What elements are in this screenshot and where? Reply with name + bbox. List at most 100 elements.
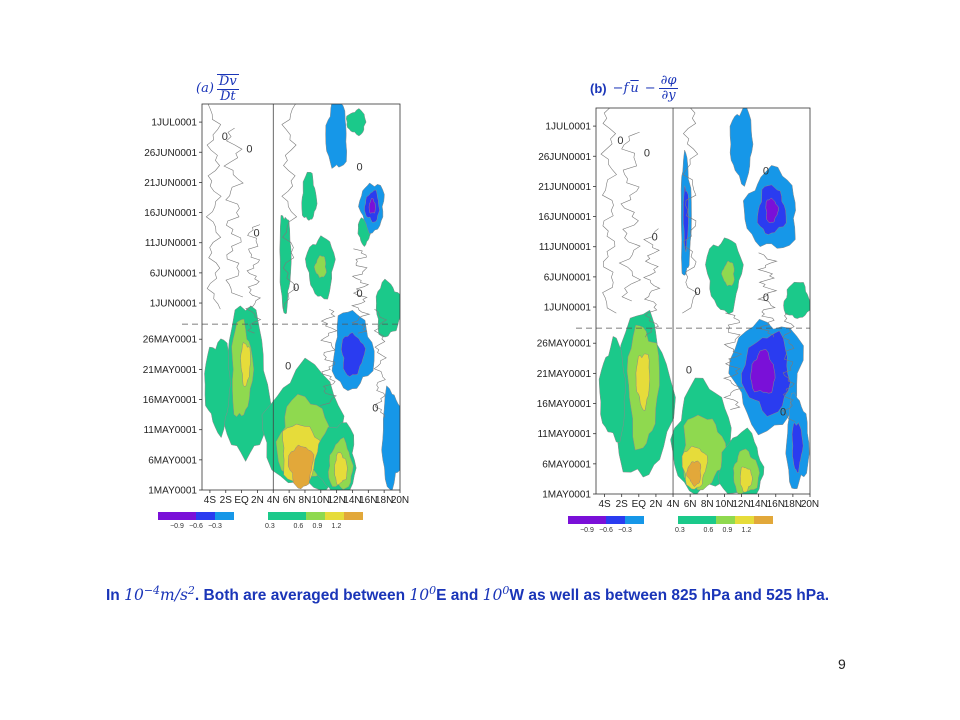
colorbar-swatch xyxy=(344,512,363,520)
x-tick-label: 16N xyxy=(767,499,785,510)
x-tick-label: 2S xyxy=(220,495,233,506)
x-tick-label: 2N xyxy=(251,495,264,506)
y-tick-label: 26MAY0001 xyxy=(537,339,592,350)
shaded-region-positive xyxy=(334,452,348,486)
contour-line xyxy=(781,312,796,422)
x-tick-label: 20N xyxy=(801,499,819,510)
shaded-region-positive xyxy=(204,338,231,439)
shaded-region-negative xyxy=(765,197,779,224)
contour-line xyxy=(373,308,388,418)
panel-b-title-label: (b) xyxy=(590,80,607,96)
y-tick-label: 11MAY0001 xyxy=(537,429,591,440)
x-tick-label: 10N xyxy=(715,499,733,510)
colorbar-swatch xyxy=(587,516,606,524)
panel-a-title-label: (a) xyxy=(196,81,214,97)
contour-label: 0 xyxy=(617,135,623,147)
y-tick-label: 26JUN0001 xyxy=(538,152,591,163)
y-tick-label: 26MAY0001 xyxy=(143,335,198,346)
shaded-region-positive xyxy=(721,260,735,287)
contour-label: 0 xyxy=(652,232,658,244)
colorbar-tick-label: −0.9 xyxy=(580,527,594,534)
colorbar-tick-label: −0.6 xyxy=(189,523,203,530)
caption-east-deg: 10 xyxy=(409,586,430,605)
shaded-region-negative xyxy=(729,108,754,187)
contour-label: 0 xyxy=(253,228,259,240)
x-tick-label: 14N xyxy=(343,495,361,506)
contour-label: 0 xyxy=(694,286,700,298)
colorbar-swatch xyxy=(678,516,697,524)
x-tick-label: 2N xyxy=(650,499,663,510)
x-tick-label: 4N xyxy=(267,495,280,506)
colorbar-tick-label: −0.6 xyxy=(599,527,613,534)
x-tick-label: 10N xyxy=(312,495,330,506)
colorbar-swatch xyxy=(306,512,325,520)
colorbar-swatch xyxy=(716,516,735,524)
contour-label: 0 xyxy=(763,292,769,304)
caption-east-sup: 0 xyxy=(429,584,437,597)
colorbar-tick-label: −0.9 xyxy=(170,523,184,530)
x-tick-label: 16N xyxy=(359,495,377,506)
colorbar-swatch xyxy=(287,512,306,520)
panel-b-field: 0 0 0 0 0 0 0 0 xyxy=(598,108,810,494)
colorbar-swatch xyxy=(754,516,773,524)
contour-line xyxy=(618,131,642,302)
y-tick-label: 1MAY0001 xyxy=(148,486,197,497)
contour-line xyxy=(223,127,244,298)
panel-b-title-minus: − xyxy=(644,80,656,96)
colorbar-swatch xyxy=(177,512,196,520)
panel-b-title-fraction: ∂φ ∂y xyxy=(658,74,679,103)
x-tick-label: 14N xyxy=(749,499,767,510)
y-tick-label: 1JUN0001 xyxy=(544,303,592,314)
shaded-region-positive xyxy=(635,353,651,412)
x-tick-label: 12N xyxy=(732,499,750,510)
contour-label: 0 xyxy=(285,360,291,372)
caption-west-deg: 10 xyxy=(482,586,503,605)
colorbar-swatch xyxy=(568,516,587,524)
x-tick-label: 6N xyxy=(684,499,697,510)
contour-line xyxy=(320,308,338,406)
colorbar-swatch xyxy=(268,512,287,520)
y-tick-label: 21MAY0001 xyxy=(537,369,592,380)
colorbar-tick-label: 0.9 xyxy=(313,523,323,530)
x-tick-label: 18N xyxy=(375,495,393,506)
colorbar-swatch xyxy=(606,516,625,524)
contour-label: 0 xyxy=(246,143,252,155)
y-tick-label: 1MAY0001 xyxy=(542,490,591,501)
x-tick-label: 2S xyxy=(616,499,629,510)
panel-b-title-lhs: −f xyxy=(612,80,629,96)
colorbar-tick-label: 0.6 xyxy=(704,527,714,534)
shaded-region-positive xyxy=(783,281,810,319)
caption-unit-tail-exp: 2 xyxy=(187,584,195,597)
shaded-region-positive xyxy=(301,171,318,221)
y-tick-label: 1JUL0001 xyxy=(151,118,197,129)
x-tick-label: 4S xyxy=(598,499,611,510)
panel-b-title-denominator: ∂y xyxy=(661,87,676,103)
shaded-region-positive xyxy=(279,214,292,314)
page-number: 9 xyxy=(838,656,846,672)
panel-a: 0 0 0 0 0 0 0 0 1MAY0001 6MAY0001 11MAY0001 16MAY00… xyxy=(110,100,410,540)
caption-text-1: . Both are averaged between xyxy=(194,587,406,605)
contour-line xyxy=(245,224,262,334)
x-tick-label: 8N xyxy=(299,495,312,506)
shaded-region-positive xyxy=(739,466,753,493)
contour-label: 0 xyxy=(686,364,692,376)
panel-a-frame xyxy=(201,103,401,491)
y-tick-label: 6MAY0001 xyxy=(148,455,197,466)
y-tick-label: 6MAY0001 xyxy=(542,459,591,470)
contour-line xyxy=(682,108,699,314)
panel-a-field: 0 0 0 0 0 0 0 0 xyxy=(204,104,400,490)
contour-label: 0 xyxy=(763,165,769,177)
x-tick-label: EQ xyxy=(234,495,249,506)
shaded-region-positive xyxy=(240,341,251,387)
colorbar-swatch xyxy=(215,512,234,520)
y-tick-label: 16MAY0001 xyxy=(143,395,198,406)
caption-unit: 10 xyxy=(124,586,144,605)
panel-b-title: (b) −f u − ∂φ ∂y xyxy=(590,74,679,103)
shaded-region-negative xyxy=(683,184,689,252)
y-tick-label: 6JUN0001 xyxy=(150,268,198,279)
shaded-region-positive xyxy=(313,255,327,279)
y-tick-label: 1JUN0001 xyxy=(150,299,198,310)
colorbar-tick-label: −0.3 xyxy=(208,523,222,530)
colorbar-swatch xyxy=(158,512,177,520)
shaded-region-negative xyxy=(368,198,376,214)
